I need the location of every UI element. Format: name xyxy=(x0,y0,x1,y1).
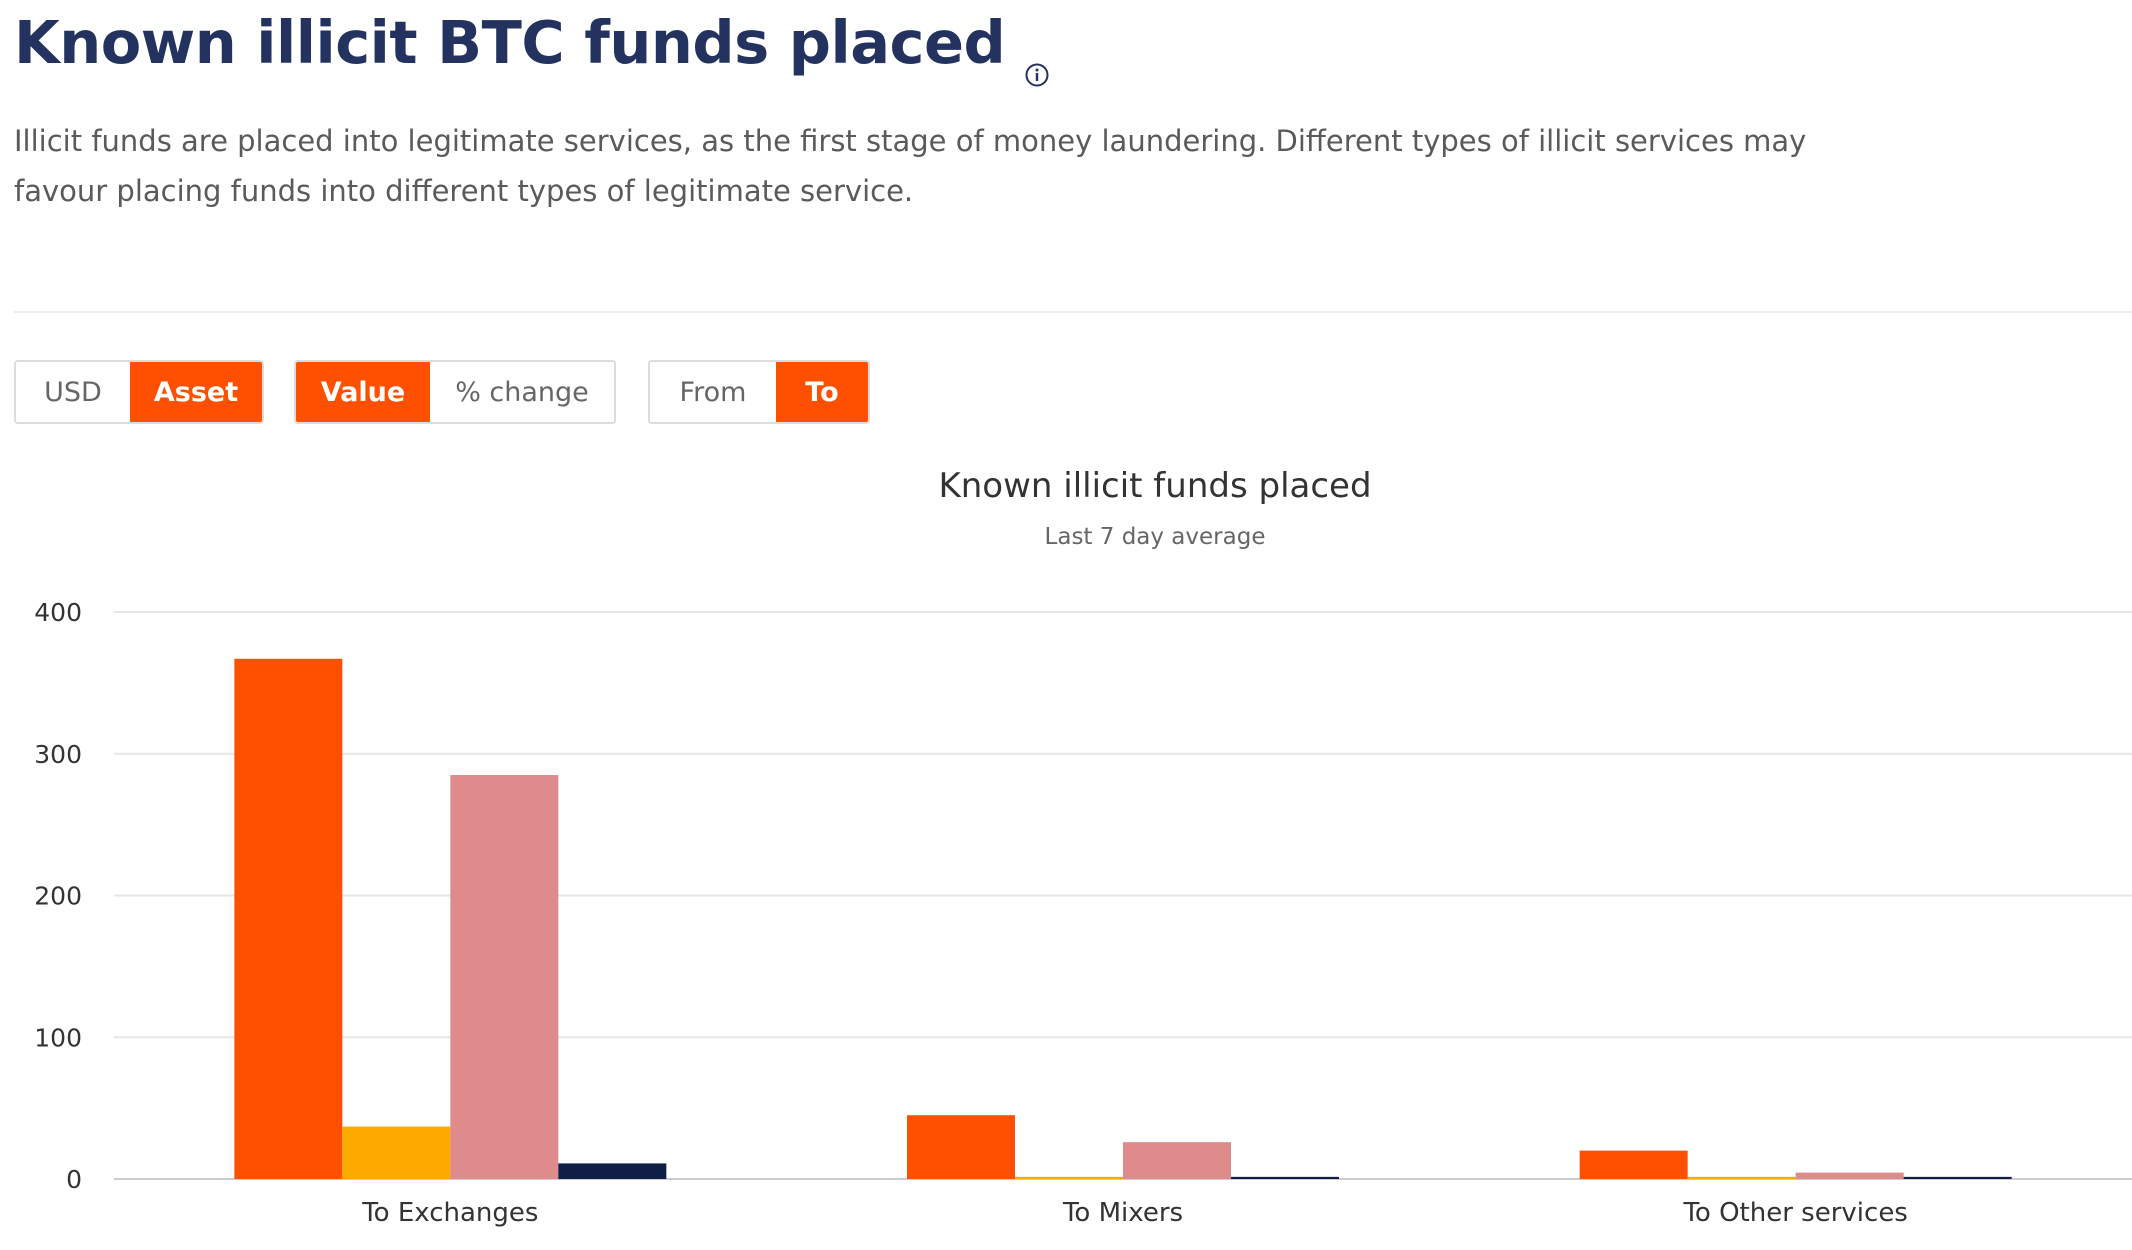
direction-toggle: From To xyxy=(648,360,870,424)
bar[interactable] xyxy=(1231,1176,1339,1179)
x-category-label: To Other services xyxy=(1682,1198,1907,1228)
chart-subtitle: Last 7 day average xyxy=(1044,524,1266,550)
bar[interactable] xyxy=(1579,1150,1688,1179)
bar[interactable] xyxy=(234,658,343,1179)
bar[interactable] xyxy=(558,1163,667,1179)
bar[interactable] xyxy=(1795,1172,1904,1179)
value-toggle-button[interactable]: Value xyxy=(296,362,430,422)
x-category-label: To Exchanges xyxy=(361,1198,538,1228)
section-divider xyxy=(14,311,2132,313)
bar[interactable] xyxy=(1687,1176,1796,1179)
bar-chart: 0 100 200 300 400 To Exchanges To Mixers To Oth… xyxy=(34,598,2132,1228)
info-circle-icon[interactable] xyxy=(1025,32,1049,87)
page-title-text: Known illicit BTC funds placed xyxy=(14,7,1006,77)
bar[interactable] xyxy=(1015,1176,1123,1179)
currency-toggle: USD Asset xyxy=(14,360,264,424)
chart-title: Known illicit funds placed xyxy=(938,466,1372,506)
y-tick-label: 200 xyxy=(34,882,82,911)
x-category-label: To Mixers xyxy=(1062,1198,1183,1228)
mode-toggle: Value % change xyxy=(294,360,616,424)
bar[interactable] xyxy=(907,1115,1015,1179)
bar[interactable] xyxy=(450,775,559,1179)
percent-change-toggle-button[interactable]: % change xyxy=(430,362,614,422)
page-description: Illicit funds are placed into legitimate… xyxy=(14,124,1807,208)
y-tick-label: 0 xyxy=(66,1165,82,1194)
y-tick-label: 300 xyxy=(34,740,82,769)
to-toggle-button[interactable]: To xyxy=(776,362,868,422)
bar[interactable] xyxy=(1903,1176,2012,1179)
bar[interactable] xyxy=(1123,1142,1231,1179)
asset-toggle-button[interactable]: Asset xyxy=(130,362,262,422)
bar[interactable] xyxy=(342,1126,451,1179)
usd-toggle-button[interactable]: USD xyxy=(16,362,130,422)
from-toggle-button[interactable]: From xyxy=(650,362,776,422)
y-tick-label: 100 xyxy=(34,1023,82,1052)
page-title: Known illicit BTC funds placed xyxy=(14,0,1049,87)
y-tick-label: 400 xyxy=(34,598,82,627)
